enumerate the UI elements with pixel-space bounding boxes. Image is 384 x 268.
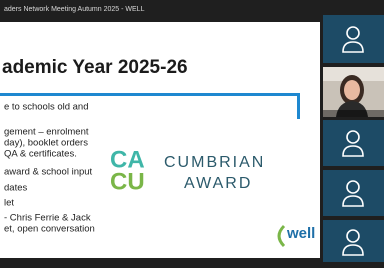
- bullet: - Chris Ferrie & Jack: [4, 213, 91, 224]
- participant-video[interactable]: [323, 67, 384, 117]
- participant-tile[interactable]: [323, 170, 384, 216]
- screen: aders Network Meeting Autumn 2025 - WELL…: [0, 0, 384, 268]
- slide-rule-end: [297, 93, 300, 119]
- bullet: day), booklet orders: [4, 138, 88, 149]
- participant-tile[interactable]: [323, 15, 384, 63]
- slide-title: ademic Year 2025-26: [2, 57, 188, 78]
- bullet: award & school input: [4, 167, 93, 178]
- bullet: e to schools old and: [4, 102, 89, 113]
- bullet: QA & certificates.: [4, 149, 77, 160]
- shared-slide: ademic Year 2025-26 e to schools old and…: [0, 22, 320, 258]
- bullet: dates: [4, 183, 27, 194]
- page: aders Network Meeting Autumn 2025 - WELL…: [0, 0, 384, 268]
- bullet: let: [4, 198, 14, 209]
- slide-rule: [0, 93, 300, 96]
- bullet: gement – enrolment: [4, 127, 89, 138]
- participant-tile[interactable]: [323, 120, 384, 166]
- logo-name-top: CUMBRIAN: [164, 154, 265, 171]
- participant-strip: [323, 15, 384, 262]
- participant-tile[interactable]: [323, 220, 384, 262]
- meeting-title: aders Network Meeting Autumn 2025 - WELL: [4, 6, 145, 13]
- logo-name-bottom: AWARD: [184, 175, 252, 192]
- brand-logo: well: [286, 225, 315, 242]
- logo-mark-bottom: CU: [110, 168, 145, 195]
- bullet: et, open conversation: [4, 224, 95, 235]
